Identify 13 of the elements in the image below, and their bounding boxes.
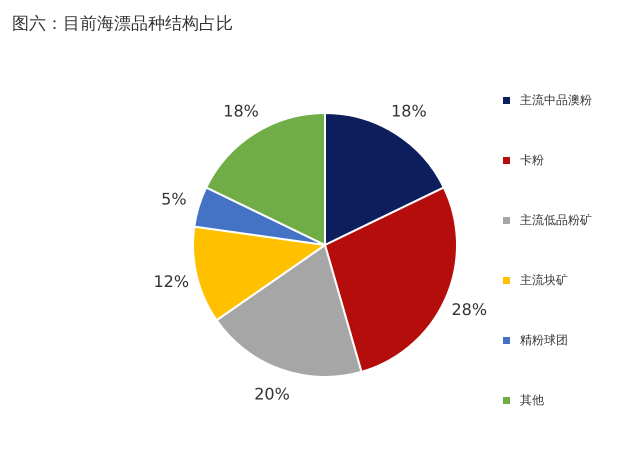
legend-label: 主流块矿 (520, 272, 568, 288)
legend-label: 其他 (520, 392, 544, 408)
legend-label: 精粉球团 (520, 332, 568, 348)
data-label: 20% (254, 384, 290, 404)
data-label: 12% (154, 272, 190, 292)
data-label: 5% (161, 189, 187, 208)
legend-label: 主流中品澳粉 (520, 92, 592, 108)
chart-title: 图六：目前海漂品种结构占比 (12, 13, 233, 35)
data-label: 18% (391, 102, 427, 121)
legend-label: 主流低品粉矿 (520, 212, 592, 228)
legend-label: 卡粉 (520, 152, 544, 168)
data-label: 28% (451, 300, 488, 319)
data-label: 18% (223, 102, 259, 121)
